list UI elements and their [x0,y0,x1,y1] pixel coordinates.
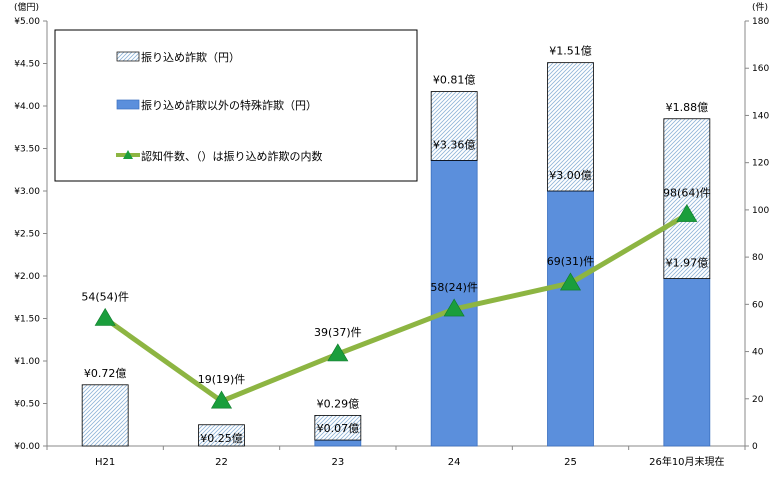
left-axis-unit: (億円) [14,1,39,13]
left-tick-label: ¥3.50 [14,145,40,155]
x-tick-label: H21 [95,457,115,468]
legend-box [54,29,418,182]
left-tick-label: ¥0.00 [14,442,40,452]
data-label-other-fraud: ¥3.36億 [433,138,476,151]
left-tick-label: ¥2.50 [14,230,40,240]
right-tick-label: 0 [752,442,758,452]
data-label-other-fraud: ¥1.97億 [666,257,709,270]
bar-other-fraud [663,278,711,447]
count-marker [559,272,582,291]
bar-transfer-fraud [430,91,478,161]
x-tick-label: 22 [215,457,228,468]
bar-transfer-fraud [198,424,245,447]
data-label-count: 58(24)件 [430,281,478,294]
x-tick-label: 26年10月末現在 [649,455,724,468]
right-tick-label: 100 [752,206,769,216]
x-tick-label: 24 [448,457,461,468]
x-tick-label: 25 [564,457,577,468]
legend-swatch-solid [116,99,140,110]
count-line-path [103,212,689,404]
bar-transfer-fraud [547,62,594,192]
data-label-count: 54(54)件 [81,291,129,304]
legend-swatch-hatched [116,51,140,62]
count-marker [443,298,465,317]
bar-other-fraud [314,439,362,447]
bar-transfer-fraud [663,118,711,279]
count-line [94,204,698,409]
data-label-other-fraud: ¥3.00億 [549,169,592,182]
left-tick-label: ¥4.50 [14,60,40,70]
count-marker [327,343,349,362]
right-tick-label: 20 [752,395,764,405]
data-label-transfer-fraud: ¥1.88億 [666,101,709,114]
legend-label-line: 認知件数、（）は振り込め詐欺の内数 [141,149,323,163]
count-marker [676,204,698,222]
legend-swatch-marker [123,150,133,159]
bar-transfer-fraud [81,384,129,447]
left-tick-label: ¥3.00 [14,187,40,197]
data-label-count: 69(31)件 [547,255,595,268]
left-tick-label: ¥0.50 [14,400,40,410]
right-tick-label: 140 [752,111,769,121]
data-label-transfer-fraud: ¥0.81億 [433,74,476,87]
left-tick-label: ¥5.00 [14,17,40,27]
x-tick-label: 23 [331,457,344,468]
bar-other-fraud [547,190,594,447]
legend-label-solid: 振り込め詐欺以外の特殊詐欺（円） [141,98,317,112]
left-tick-label: ¥4.00 [14,102,40,112]
data-labels: ¥0.72億 ¥0.25億 ¥0.29億 ¥0.81億 ¥3.36億 ¥1.51億 ¥3.0… [81,45,710,445]
data-label-transfer-fraud: ¥0.25億 [200,432,243,445]
count-marker [94,307,116,326]
data-label-count: 98(64)件 [663,187,711,200]
right-tick-label: 180 [752,17,769,27]
left-tick-label: ¥2.00 [14,272,40,282]
left-tick-label: ¥1.00 [14,357,40,367]
right-axis-unit: (件) [752,1,768,13]
right-tick-label: 120 [752,159,769,169]
data-label-transfer-fraud: ¥0.29億 [317,397,360,410]
right-tick-label: 80 [752,253,764,263]
legend-label-hatched: 振り込め詐欺（円） [141,50,240,64]
data-label-count: 39(37)件 [314,326,362,339]
axes: ¥0.00 ¥0.50 ¥1.00 ¥1.50 ¥2.00 ¥2.50 ¥3.00 ¥3.50… [14,17,769,468]
bar-transfer-fraud [314,414,362,441]
legend: 振り込め詐欺（円） 振り込め詐欺以外の特殊詐欺（円） 認知件数、（）は振り込め詐… [54,29,418,182]
right-tick-label: 60 [752,300,764,310]
right-tick-label: 160 [752,64,769,74]
data-label-other-fraud: ¥0.07億 [317,422,360,435]
count-marker [210,390,233,409]
left-tick-label: ¥1.50 [14,315,40,325]
right-tick-label: 40 [752,348,764,358]
data-label-count: 19(19)件 [198,373,246,386]
data-label-transfer-fraud: ¥1.51億 [549,45,592,58]
data-label-transfer-fraud: ¥0.72億 [84,367,127,380]
